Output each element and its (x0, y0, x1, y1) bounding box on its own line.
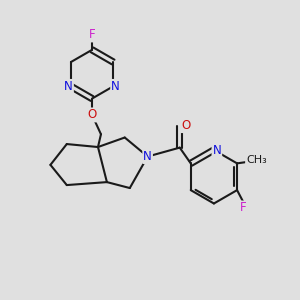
Text: N: N (143, 150, 152, 163)
Text: O: O (181, 119, 190, 132)
Text: F: F (89, 28, 95, 41)
Text: N: N (111, 80, 120, 93)
Text: N: N (212, 143, 221, 157)
Text: CH₃: CH₃ (246, 155, 267, 165)
Text: F: F (240, 202, 247, 214)
Text: N: N (64, 80, 73, 93)
Text: O: O (87, 108, 97, 122)
